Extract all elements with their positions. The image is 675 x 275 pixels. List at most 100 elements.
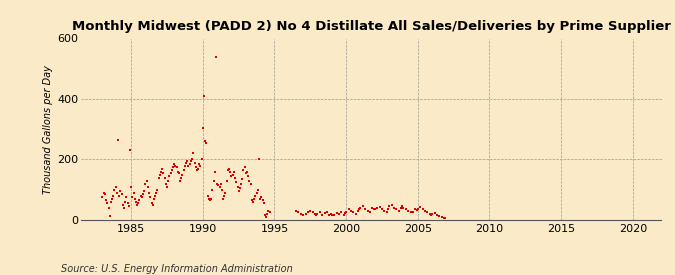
Point <box>155 172 165 177</box>
Point <box>109 188 119 192</box>
Point <box>251 191 262 195</box>
Point <box>229 169 240 174</box>
Point <box>177 172 188 177</box>
Y-axis label: Thousand Gallons per Day: Thousand Gallons per Day <box>43 65 53 194</box>
Point <box>298 213 308 218</box>
Point <box>360 207 371 212</box>
Point <box>415 205 426 210</box>
Point <box>350 212 361 216</box>
Point <box>257 198 268 202</box>
Point <box>218 197 229 201</box>
Point <box>192 166 203 171</box>
Point <box>305 209 316 213</box>
Point <box>128 191 139 195</box>
Point <box>130 197 140 201</box>
Point <box>176 175 187 180</box>
Point <box>107 197 117 201</box>
Point <box>391 207 402 212</box>
Point <box>364 210 375 214</box>
Point <box>97 195 108 199</box>
Point <box>324 213 335 218</box>
Point <box>150 194 161 198</box>
Point <box>225 169 236 174</box>
Point <box>227 172 238 177</box>
Point <box>167 165 178 169</box>
Point <box>231 180 242 184</box>
Point <box>426 212 437 217</box>
Point <box>302 210 313 214</box>
Point <box>384 204 395 208</box>
Point <box>403 209 414 213</box>
Point <box>322 209 333 214</box>
Text: Source: U.S. Energy Information Administration: Source: U.S. Energy Information Administ… <box>61 264 292 274</box>
Point <box>440 216 451 221</box>
Point <box>155 169 166 174</box>
Point <box>244 178 255 183</box>
Point <box>362 209 373 213</box>
Point <box>133 201 144 205</box>
Point <box>236 182 246 186</box>
Point <box>164 174 175 178</box>
Point <box>213 183 223 188</box>
Point <box>256 195 267 199</box>
Point <box>99 191 109 195</box>
Point <box>173 171 184 175</box>
Point <box>358 204 369 208</box>
Point <box>367 206 378 210</box>
Point <box>346 209 356 213</box>
Point <box>312 212 323 216</box>
Point <box>126 185 136 189</box>
Point <box>172 169 183 174</box>
Point <box>221 178 232 183</box>
Point <box>389 206 400 210</box>
Point <box>396 206 406 210</box>
Point <box>307 210 318 214</box>
Point <box>190 165 201 169</box>
Point <box>189 160 200 165</box>
Point <box>325 212 336 216</box>
Point <box>223 168 234 172</box>
Point <box>144 191 155 195</box>
Point <box>171 165 182 169</box>
Point <box>296 212 306 216</box>
Point <box>249 197 260 201</box>
Point <box>369 206 379 211</box>
Point <box>159 175 170 180</box>
Point <box>329 212 340 217</box>
Point <box>141 178 152 183</box>
Point <box>211 54 221 59</box>
Point <box>340 211 350 216</box>
Point <box>246 198 257 202</box>
Point <box>331 211 342 216</box>
Point <box>254 157 265 162</box>
Point <box>184 162 195 166</box>
Point <box>259 201 269 205</box>
Point <box>220 191 231 195</box>
Point <box>405 210 416 214</box>
Point <box>115 189 126 193</box>
Point <box>192 168 202 172</box>
Point <box>234 189 244 193</box>
Point <box>262 212 273 216</box>
Point <box>170 163 181 168</box>
Point <box>136 195 147 199</box>
Point <box>230 175 240 180</box>
Point <box>125 148 136 153</box>
Point <box>252 188 263 192</box>
Point <box>377 206 387 211</box>
Point <box>355 206 366 210</box>
Point <box>420 209 431 213</box>
Point <box>153 175 164 180</box>
Point <box>400 207 411 212</box>
Point <box>130 200 141 204</box>
Point <box>114 194 125 198</box>
Point <box>178 168 189 172</box>
Point <box>207 188 218 192</box>
Point <box>180 163 190 168</box>
Point <box>151 191 161 195</box>
Point <box>169 162 180 166</box>
Point <box>315 210 325 214</box>
Point <box>186 159 196 163</box>
Point <box>138 192 148 196</box>
Point <box>261 215 271 219</box>
